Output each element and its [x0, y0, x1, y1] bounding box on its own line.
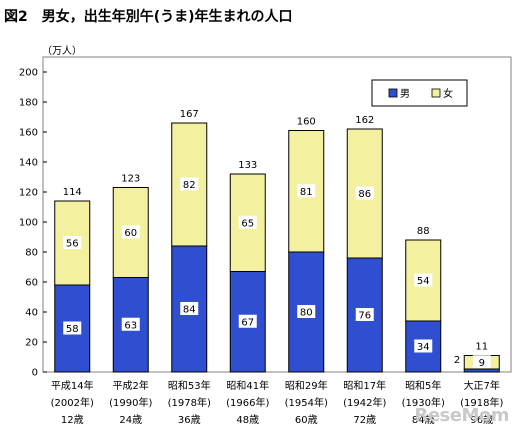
male-value-box	[414, 339, 433, 353]
bar-female	[229, 173, 266, 272]
total-value-label: 114	[63, 187, 82, 198]
x-category-label: 昭和53年	[168, 379, 211, 392]
x-category-label: 平成2年	[113, 379, 149, 392]
y-tick-label: 140	[19, 158, 38, 169]
y-tick-label: 160	[19, 128, 38, 139]
x-category-label: (1978年)	[168, 396, 211, 409]
x-category-label: 48歳	[236, 414, 259, 426]
x-axis-labels: 平成14年 (2002年) 12歳 平成2年 (1990年) 24歳 昭和53年 (1978年…	[51, 379, 504, 426]
x-category-label: 72歳	[353, 414, 376, 426]
x-category-label: 36歳	[178, 414, 201, 426]
female-value-label: 54	[417, 276, 430, 287]
male-value-label: 84	[183, 305, 196, 316]
female-value-label: 86	[358, 189, 371, 200]
total-value-label: 11	[475, 342, 488, 353]
x-category-label: 大正7年	[464, 379, 500, 392]
y-tick-label: 80	[25, 248, 38, 259]
male-value-label: 76	[358, 311, 371, 322]
male-value-label: 63	[124, 320, 137, 331]
female-value-box	[238, 215, 257, 229]
legend-label-male: 男	[400, 88, 410, 100]
male-value-box	[355, 308, 374, 321]
x-category-label: 60歳	[295, 414, 318, 426]
x-category-label: (1930年)	[402, 396, 445, 409]
legend-swatch-male	[388, 88, 398, 98]
chart-title: 図2 男女，出生年別午(うま)年生まれの人口	[4, 9, 293, 25]
legend-box	[371, 79, 468, 107]
male-value-box	[121, 317, 140, 331]
male-value-box	[63, 321, 82, 335]
male-value-box	[238, 314, 257, 328]
male-value-label: 2	[454, 355, 460, 366]
x-category-label: (1966年)	[226, 396, 269, 409]
female-value-box	[414, 273, 433, 287]
female-value-box	[121, 225, 140, 239]
y-tick-label: 180	[19, 98, 38, 109]
y-tick-label: 20	[25, 338, 38, 349]
y-tick-label: 0	[32, 368, 38, 379]
female-value-label: 81	[300, 187, 313, 198]
x-category-label: (1942年)	[343, 396, 386, 409]
male-value-label: 67	[241, 317, 254, 328]
female-value-box	[180, 177, 199, 191]
male-value-box	[180, 302, 199, 315]
legend: 男 女	[371, 79, 468, 107]
y-tick-label: 120	[19, 188, 38, 199]
y-tick-label: 100	[19, 218, 38, 229]
x-category-label: 12歳	[61, 414, 84, 426]
total-value-label: 133	[238, 160, 257, 171]
x-category-label: 昭和29年	[285, 379, 328, 392]
female-value-box	[297, 184, 316, 198]
male-value-label: 80	[300, 308, 313, 319]
female-value-label: 9	[479, 358, 485, 369]
x-category-label: (1918年)	[460, 396, 503, 409]
x-category-label: (1990年)	[109, 396, 152, 409]
y-axis: 0 20 40 60 80 100 120 140 160 180 200	[19, 68, 47, 379]
total-value-label: 160	[297, 117, 316, 128]
x-category-label: 84歳	[412, 414, 435, 426]
male-value-label: 58	[66, 324, 79, 335]
male-value-box	[297, 305, 316, 318]
total-value-label: 123	[121, 174, 140, 185]
x-category-label: (2002年)	[51, 396, 94, 409]
x-category-label: 24歳	[119, 414, 142, 426]
female-value-label: 65	[241, 218, 254, 229]
x-category-label: (1954年)	[285, 396, 328, 409]
female-value-label: 56	[66, 239, 79, 250]
y-axis-unit-label: （万人）	[42, 46, 82, 57]
female-value-box	[63, 236, 82, 249]
y-tick-label: 60	[25, 278, 38, 289]
bars-group: 114 58 56 123 63 60 167 84 82 133 67 65 160 80 81 162 76…	[54, 109, 500, 373]
female-value-label: 82	[183, 180, 196, 191]
watermark-logo: ReseMom	[414, 405, 509, 426]
y-tick-label: 40	[25, 308, 38, 319]
total-value-label: 162	[355, 115, 374, 126]
female-value-box	[355, 186, 374, 200]
total-value-label: 88	[417, 226, 430, 237]
legend-swatch-female	[431, 88, 441, 98]
male-value-label: 34	[417, 342, 430, 353]
x-category-label: 平成14年	[51, 379, 94, 392]
female-value-label: 60	[124, 228, 137, 239]
x-category-label: 昭和5年	[405, 379, 441, 392]
x-category-label: 昭和41年	[226, 379, 269, 392]
x-category-label: 昭和17年	[343, 379, 386, 392]
x-category-label: 96歳	[470, 414, 493, 426]
female-value-box	[472, 355, 491, 369]
y-tick-label: 200	[19, 68, 38, 79]
total-value-label: 167	[180, 109, 199, 120]
legend-label-female: 女	[443, 87, 453, 100]
